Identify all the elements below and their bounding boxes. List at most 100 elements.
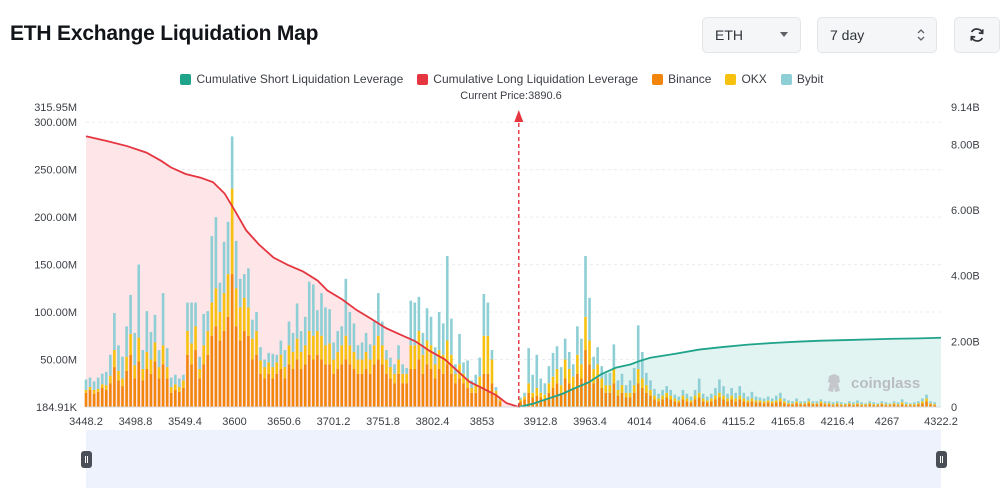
bar-bybit — [653, 388, 656, 396]
bar-okx — [588, 340, 591, 365]
bar-okx — [372, 345, 376, 365]
bar-binance — [531, 397, 534, 407]
bar-binance — [604, 392, 608, 407]
bar-okx — [852, 404, 855, 406]
bar-bybit — [157, 350, 161, 368]
bar-binance — [653, 399, 656, 407]
bar-binance — [344, 359, 348, 407]
bar-binance — [645, 392, 648, 407]
bar-bybit — [141, 350, 145, 370]
bar-okx — [815, 403, 819, 405]
legend-item-long[interactable]: Cumulative Long Liquidation Leverage — [417, 72, 638, 86]
bar-okx — [336, 351, 340, 370]
bar-okx — [701, 398, 705, 402]
bar-binance — [689, 402, 693, 407]
x-axis-tick-label: 3549.4 — [168, 416, 202, 428]
bar-bybit — [324, 307, 327, 346]
cumulative-long-line — [85, 135, 520, 408]
legend-item-okx[interactable]: OKX — [725, 72, 767, 86]
bar-binance — [234, 326, 238, 407]
bar-binance — [770, 403, 774, 407]
bar-okx — [88, 387, 92, 390]
x-axis-tick-label: 4322.2 — [924, 416, 958, 428]
bar-okx — [791, 403, 794, 405]
bar-binance — [677, 402, 681, 407]
bar-bybit — [612, 344, 616, 370]
bar-bybit — [596, 347, 599, 365]
bar-binance — [368, 373, 372, 407]
time-range-select[interactable]: 7 day — [817, 17, 937, 53]
bar-binance — [425, 364, 429, 407]
legend-item-bybit[interactable]: Bybit — [780, 72, 824, 86]
bar-bybit — [117, 345, 120, 371]
bar-okx — [925, 398, 928, 402]
bar-okx — [856, 403, 859, 405]
bar-bybit — [681, 389, 685, 396]
bar-binance — [336, 369, 340, 407]
bar-binance — [823, 404, 827, 407]
bar-bybit — [868, 401, 871, 404]
bar-bybit — [567, 351, 571, 370]
bar-bybit — [645, 372, 648, 386]
bar-okx — [344, 335, 348, 360]
bar-bybit — [831, 402, 835, 405]
bar-binance — [701, 401, 705, 407]
bar-binance — [174, 389, 177, 407]
bar-binance — [839, 405, 843, 407]
bar-okx — [474, 385, 478, 393]
bar-okx — [141, 369, 145, 381]
bar-binance — [397, 373, 400, 407]
bar-binance — [340, 364, 344, 407]
bar-okx — [799, 403, 802, 405]
bar-okx — [730, 395, 733, 400]
zoom-handle-right[interactable] — [936, 451, 947, 468]
bar-binance — [466, 388, 469, 407]
bar-bybit — [710, 393, 713, 399]
bar-bybit — [539, 378, 543, 393]
bar-binance — [693, 399, 697, 407]
bar-bybit — [230, 136, 234, 189]
bar-binance — [608, 392, 612, 407]
x-axis-tick-label: 3751.8 — [366, 416, 400, 428]
legend-item-binance[interactable]: Binance — [652, 72, 711, 86]
bar-okx — [413, 345, 417, 370]
bar-binance — [766, 402, 770, 407]
bar-bybit — [425, 308, 429, 341]
bar-binance — [332, 373, 335, 407]
bar-bybit — [856, 400, 859, 404]
cumulative-short-line — [518, 336, 942, 408]
up-down-icon — [917, 29, 925, 41]
bar-okx — [929, 403, 932, 405]
bar-binance — [393, 383, 396, 407]
bar-okx — [864, 404, 867, 406]
bar-okx — [896, 404, 900, 406]
bar-binance — [705, 402, 709, 407]
chart-legend: Cumulative Short Liquidation Leverage Cu… — [0, 72, 1004, 86]
bar-bybit — [389, 357, 392, 368]
bar-okx — [153, 342, 157, 362]
bar-bybit — [283, 350, 287, 368]
bar-okx — [714, 395, 717, 400]
bar-binance — [896, 405, 900, 407]
zoom-range-slider[interactable] — [86, 430, 941, 488]
bar-bybit — [531, 374, 534, 393]
bar-okx — [584, 316, 587, 351]
coin-select[interactable]: ETH — [702, 17, 801, 53]
y-axis-left-tick-label: 315.95M — [34, 102, 77, 114]
x-axis-tick-label: 3498.8 — [119, 416, 153, 428]
zoom-handle-left[interactable] — [81, 451, 92, 468]
refresh-button[interactable] — [954, 17, 1000, 53]
bar-bybit — [718, 379, 721, 393]
bar-okx — [600, 378, 604, 389]
bar-binance — [242, 331, 246, 407]
bar-okx — [149, 359, 153, 374]
bar-bybit — [303, 316, 307, 346]
bar-okx — [616, 389, 620, 396]
bar-bybit — [174, 374, 177, 385]
bar-bybit — [437, 312, 441, 351]
bar-binance — [815, 404, 819, 407]
bar-bybit — [904, 402, 908, 405]
bar-binance — [559, 392, 563, 407]
x-axis-tick-label: 3701.2 — [317, 416, 351, 428]
legend-item-short[interactable]: Cumulative Short Liquidation Leverage — [180, 72, 403, 86]
